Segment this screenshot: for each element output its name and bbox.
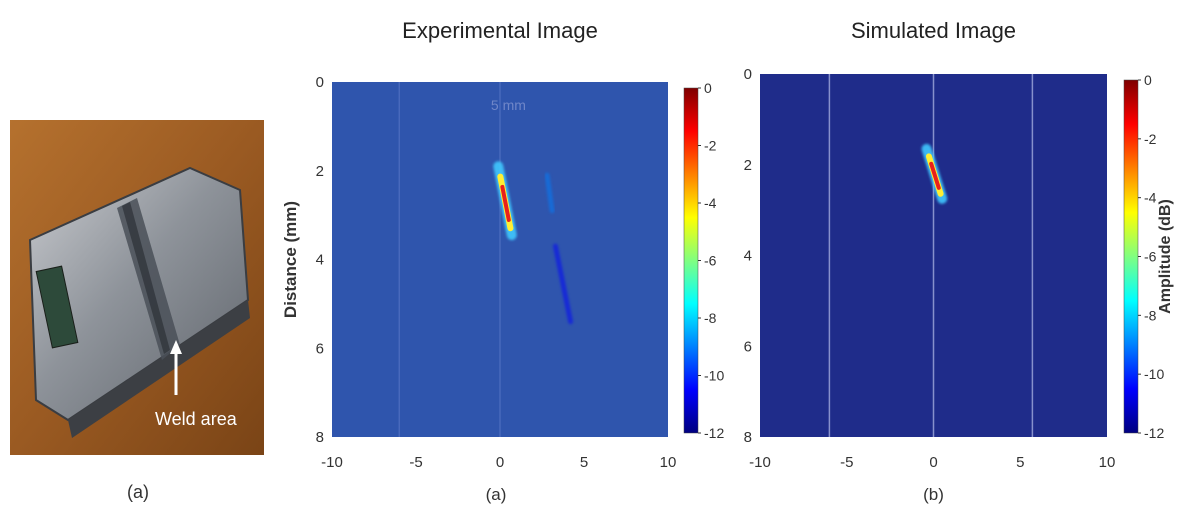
colorbar-tick-label: -4 (1144, 190, 1157, 206)
simulated-colorbar: 0 -2 -4 -6 -8 -10 -12 Amplitude (dB) (1123, 72, 1174, 441)
experimental-chart: Experimental Image 5 mm -10 -5 0 5 10 0 2 4 6 8 Dist… (281, 18, 676, 504)
weld-area-label: Weld area (155, 409, 238, 429)
colorbar-scale (683, 87, 699, 434)
y-tick-label: 8 (744, 429, 752, 446)
feature-halo (552, 243, 574, 325)
colorbar-tick-label: -12 (1144, 425, 1164, 441)
sensor-patch (35, 265, 79, 349)
colorbar-tick-label: -2 (1144, 131, 1157, 147)
colorbar-tick-label: -10 (704, 368, 724, 384)
x-tick-label: 0 (929, 454, 937, 471)
x-tick-label: 10 (660, 454, 677, 471)
plate-edge (68, 300, 250, 438)
colorbar-tick-label: -12 (704, 425, 724, 441)
colorbar-tick-label: 0 (1144, 72, 1152, 88)
feature-halo (544, 172, 555, 214)
photo-caption: (a) (127, 482, 149, 502)
colorbar-tick-label: -4 (704, 195, 717, 211)
colorbar-scale (1123, 79, 1139, 434)
x-tick-label: 0 (496, 454, 504, 471)
x-tick-label: -5 (840, 454, 853, 471)
experimental-colorbar: 0 -2 -4 -6 -8 -10 -12 (683, 80, 724, 441)
y-tick-label: 0 (744, 66, 752, 83)
x-tick-label: -5 (409, 454, 422, 471)
x-tick-label: 5 (1016, 454, 1024, 471)
y-tick-label: 8 (316, 429, 324, 446)
y-tick-label: 0 (316, 74, 324, 91)
colorbar-tick-label: 0 (704, 80, 712, 96)
y-tick-label: 6 (316, 340, 324, 357)
chart-caption: (a) (486, 485, 507, 504)
colorbar-tick-label: -2 (704, 138, 717, 154)
y-axis-label: Distance (mm) (281, 201, 300, 318)
simulated-chart: Simulated Image -10 -5 0 5 10 0 2 4 6 8 (b) (744, 18, 1116, 504)
x-tick-label: -10 (321, 454, 343, 471)
plot-annotation: 5 mm (491, 97, 526, 113)
chart-title: Simulated Image (851, 18, 1016, 43)
chart-caption: (b) (923, 485, 944, 504)
feature-core (929, 161, 941, 190)
y-tick-label: 4 (316, 252, 324, 269)
chart-title: Experimental Image (402, 18, 598, 43)
x-tick-label: 10 (1099, 454, 1116, 471)
colorbar-tick-label: -6 (1144, 249, 1157, 265)
weld-photo: Weld area (10, 120, 264, 455)
x-tick-label: -10 (749, 454, 771, 471)
y-tick-label: 4 (744, 248, 752, 265)
feature-core (500, 184, 511, 222)
y-tick-label: 6 (744, 338, 752, 355)
colorbar-tick-label: -10 (1144, 366, 1164, 382)
colorbar-tick-label: -6 (704, 253, 717, 269)
colorbar-label: Amplitude (dB) (1157, 199, 1174, 314)
colorbar-tick-label: -8 (704, 310, 717, 326)
y-tick-label: 2 (744, 157, 752, 174)
x-tick-label: 5 (580, 454, 588, 471)
y-tick-label: 2 (316, 163, 324, 180)
colorbar-tick-label: -8 (1144, 307, 1157, 323)
